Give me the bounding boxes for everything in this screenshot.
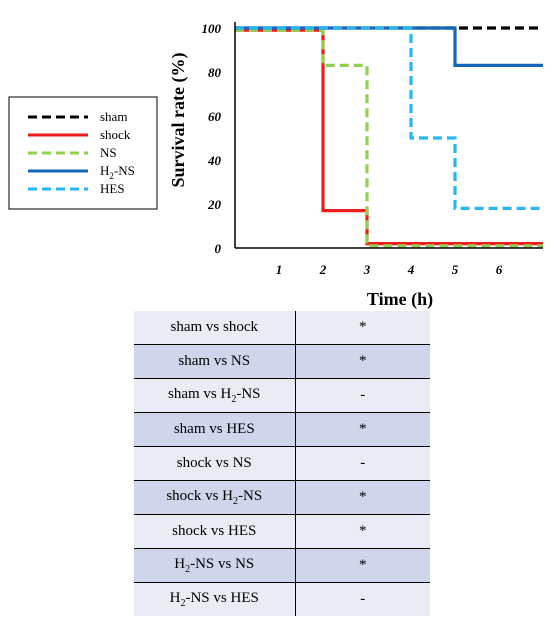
plot-area (235, 26, 543, 248)
comparison-cell: H2-NS vs NS (134, 548, 296, 583)
table-row: sham vs shock * (134, 311, 430, 345)
comparison-cell: sham vs HES (134, 412, 296, 447)
y-axis-label: Survival rate (%) (168, 53, 189, 188)
y-tick-label: 0 (215, 241, 222, 256)
x-tick-label: 5 (452, 262, 459, 277)
comparison-cell: H2-NS vs HES (134, 582, 296, 616)
y-tick-label: 20 (207, 197, 222, 212)
significance-cell: * (359, 557, 367, 573)
comparison-table: sham vs shock * sham vs NS * sham vs H2-NS - s… (134, 311, 430, 616)
x-tick-label: 6 (496, 262, 503, 277)
table-row: shock vs H2-NS * (134, 480, 430, 515)
series-line-hes (235, 26, 543, 210)
comparison-cell: shock vs H2-NS (134, 480, 296, 515)
y-tick-label: 40 (207, 153, 222, 168)
comparison-cell: sham vs H2-NS (134, 378, 296, 413)
comparison-cell: shock vs HES (134, 514, 296, 549)
axes (234, 22, 543, 249)
significance-cell: - (360, 455, 366, 471)
table-row: sham vs H2-NS - (134, 378, 430, 413)
significance-cell: * (359, 319, 367, 335)
x-tick-label: 4 (407, 262, 415, 277)
significance-cell: - (360, 387, 366, 403)
series-line-ns (235, 28, 543, 248)
x-axis-label: Time (h) (367, 289, 433, 310)
series-line-h2-ns (235, 26, 543, 68)
legend-label: NS (100, 145, 117, 160)
significance-cell: * (359, 489, 367, 505)
table-row: shock vs NS - (134, 446, 430, 481)
significance-cell: * (359, 353, 367, 369)
x-tick-label: 1 (276, 262, 283, 277)
significance-cell: * (359, 523, 367, 539)
table-row: sham vs NS * (134, 344, 430, 379)
tick-labels: 0 20 40 60 80 100 1 2 3 4 5 6 (202, 21, 503, 277)
legend-label: sham (100, 109, 127, 124)
comparison-cell: sham vs NS (134, 344, 296, 379)
table-row: shock vs HES * (134, 514, 430, 549)
legend-label: shock (100, 127, 131, 142)
legend-label: HES (100, 181, 125, 196)
x-tick-label: 2 (319, 262, 327, 277)
y-tick-label: 100 (202, 21, 222, 36)
table-row: H2-NS vs HES - (134, 582, 430, 616)
comparison-cell: sham vs shock (134, 311, 296, 345)
x-tick-label: 3 (363, 262, 371, 277)
legend-label: H2-NS (100, 163, 135, 181)
significance-cell: - (360, 591, 366, 607)
significance-cell: * (359, 421, 367, 437)
table-row: sham vs HES * (134, 412, 430, 447)
comparison-cell: shock vs NS (134, 446, 296, 481)
series-line-shock (235, 28, 543, 246)
y-tick-label: 60 (208, 109, 222, 124)
survival-chart: 0 20 40 60 80 100 1 2 3 4 5 6 Survival rate (%) Tim… (8, 21, 543, 310)
y-tick-label: 80 (208, 65, 222, 80)
table-row: H2-NS vs NS * (134, 548, 430, 583)
